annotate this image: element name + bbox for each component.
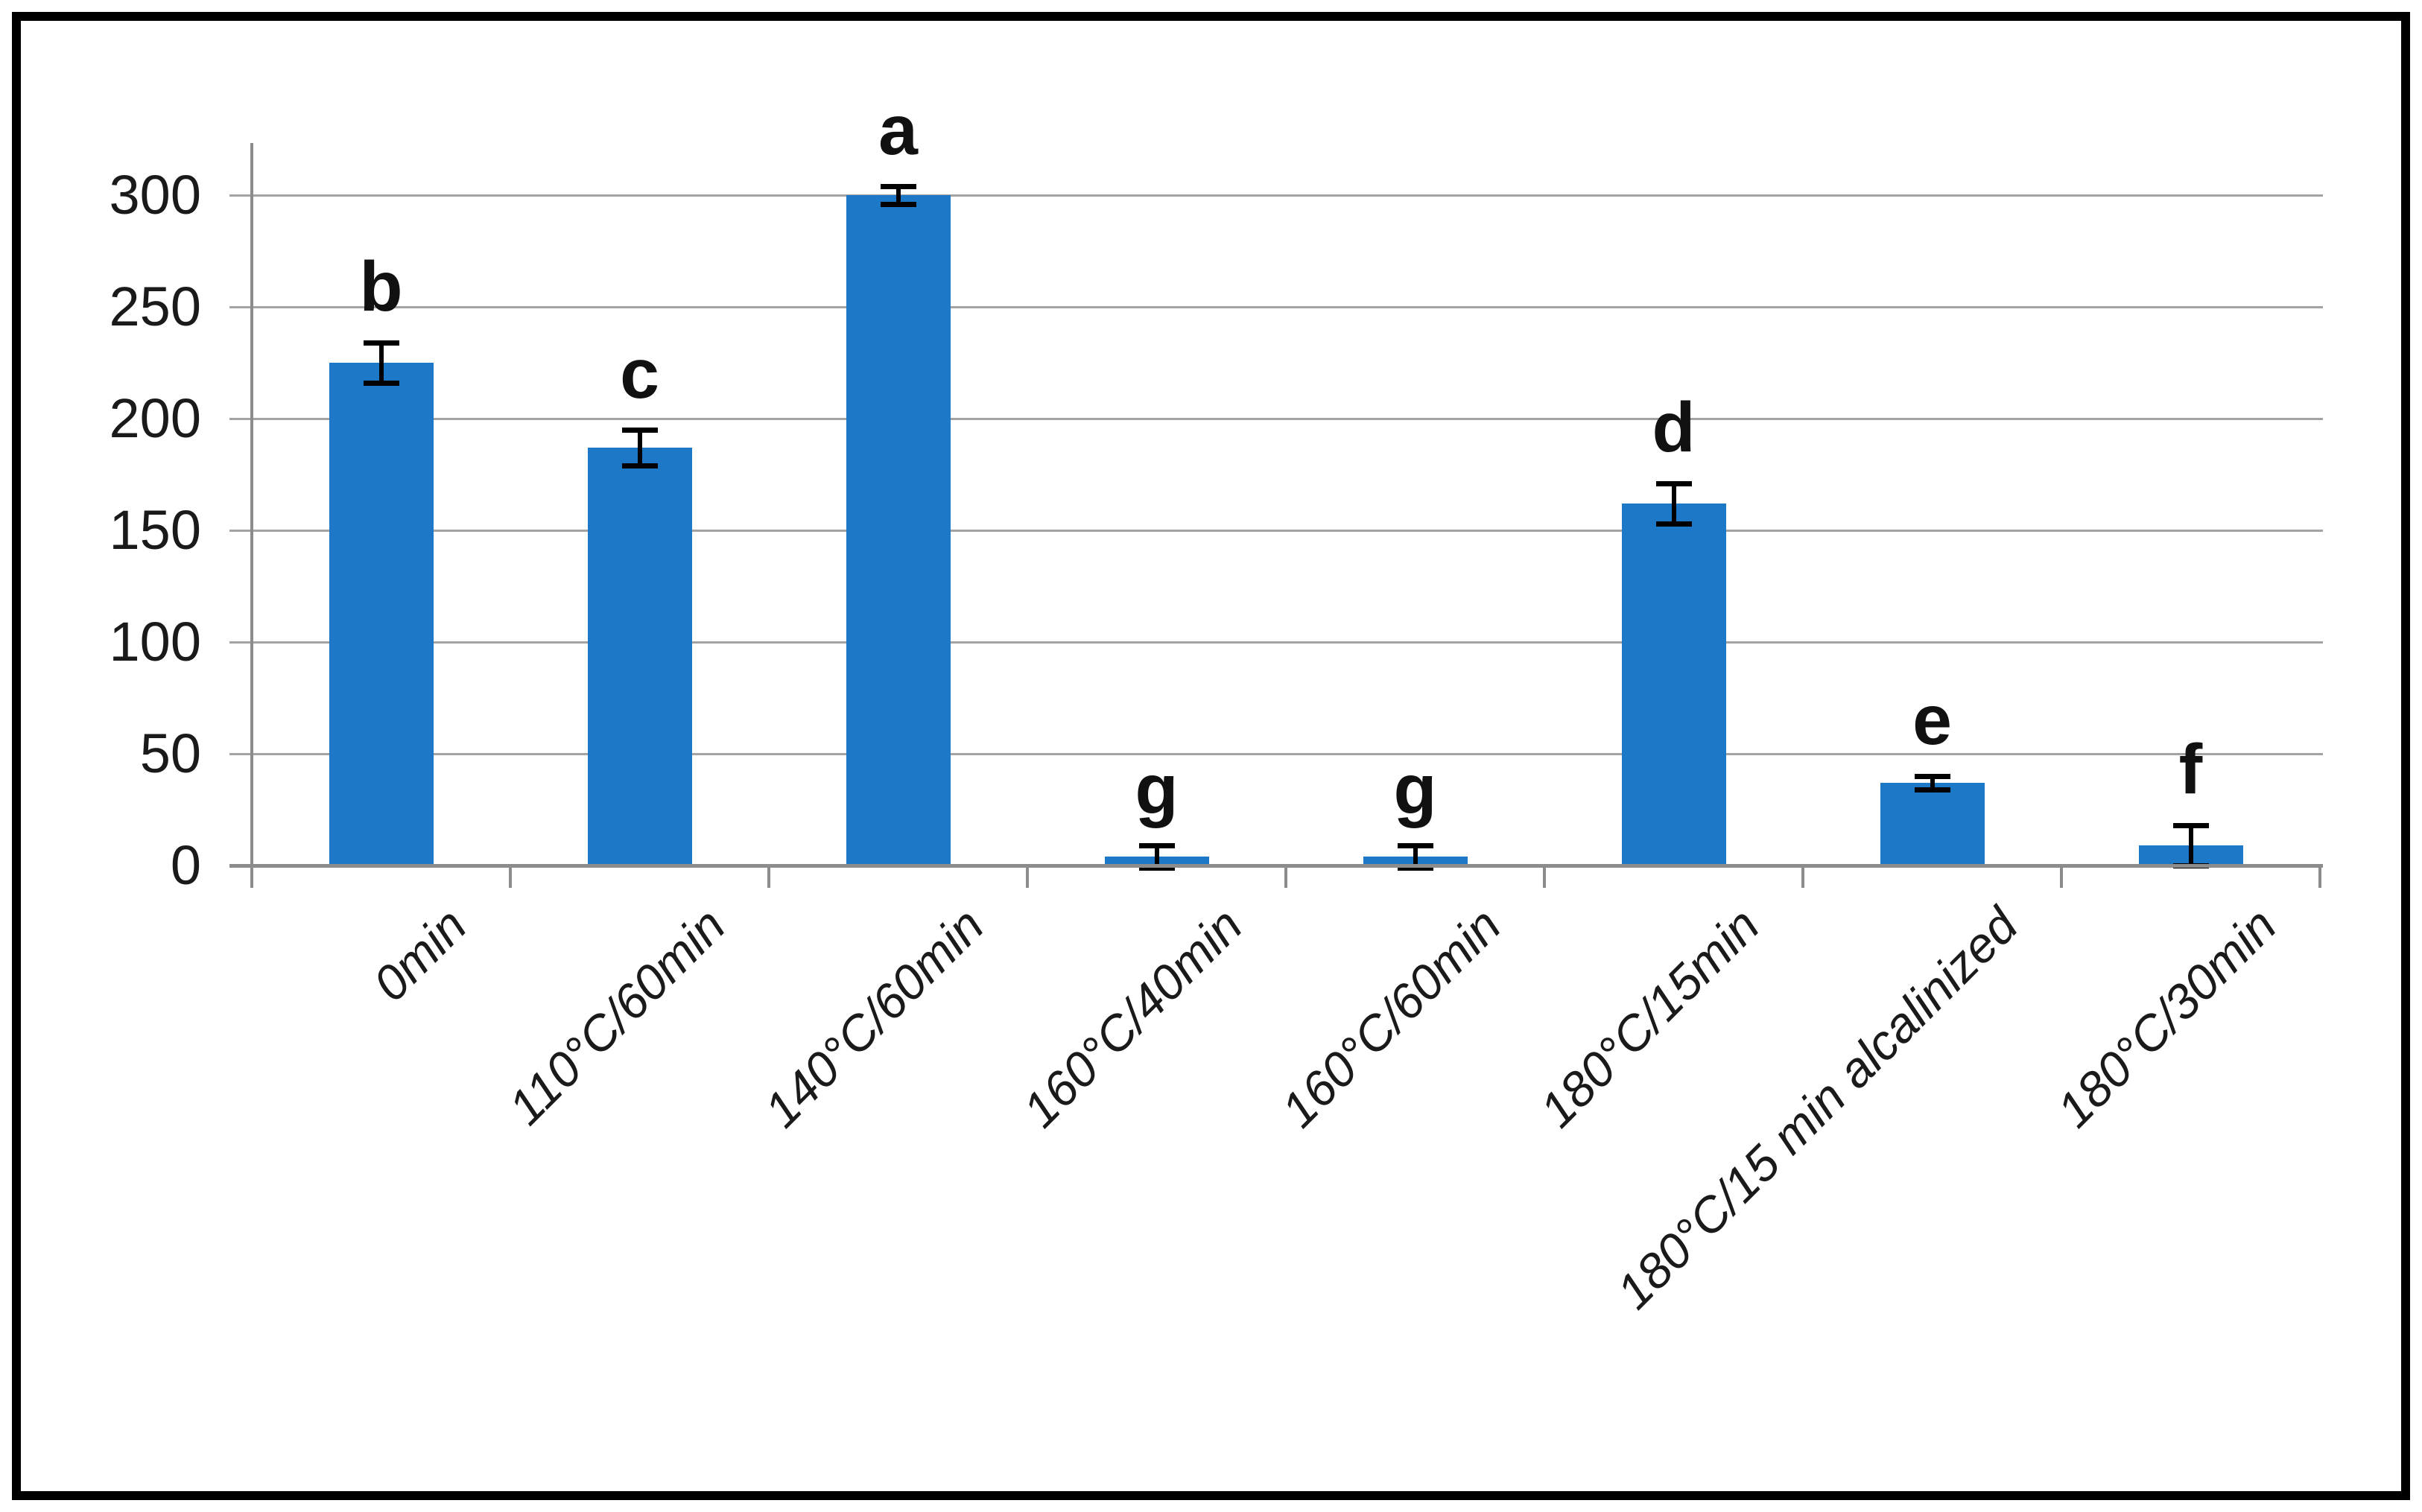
y-gridline xyxy=(229,418,2323,420)
error-bar-cap-top xyxy=(621,428,658,433)
y-gridline xyxy=(229,753,2323,755)
bar-significance-letter: c xyxy=(620,334,659,414)
bar-significance-letter: b xyxy=(359,247,403,327)
error-bar-cap-top xyxy=(1914,774,1950,779)
error-bar-line xyxy=(895,186,901,204)
x-axis-tick xyxy=(509,865,512,888)
error-bar-line xyxy=(2188,825,2193,865)
bar xyxy=(587,448,692,865)
bar-significance-letter: a xyxy=(878,91,918,171)
x-axis-tick xyxy=(250,865,253,888)
x-axis-tick xyxy=(767,865,770,888)
bar xyxy=(329,363,434,865)
x-axis-category-label: 0min xyxy=(362,897,478,1012)
x-axis-tick xyxy=(1543,865,1546,888)
bar xyxy=(1621,504,1726,865)
x-axis-category-label: 180°C/15min xyxy=(1529,897,1770,1138)
y-gridline xyxy=(229,530,2323,532)
error-bar-cap-bottom xyxy=(1655,521,1692,527)
error-bar-line xyxy=(1154,845,1159,868)
y-gridline xyxy=(229,306,2323,308)
y-axis-tick-label: 50 xyxy=(139,722,201,784)
bar-significance-letter: e xyxy=(1912,681,1952,760)
x-axis-tick xyxy=(2318,865,2321,888)
x-axis-category-label: 160°C/60min xyxy=(1270,897,1512,1138)
bar-significance-letter: d xyxy=(1652,388,1696,468)
error-bar-cap-top xyxy=(1138,843,1175,848)
error-bar-cap-top xyxy=(363,340,399,346)
error-bar-cap-top xyxy=(2172,823,2209,828)
error-bar-line xyxy=(1930,776,1935,790)
bar-significance-letter: f xyxy=(2178,730,2203,810)
error-bar-cap-bottom xyxy=(1138,865,1175,871)
y-axis-line xyxy=(250,143,253,888)
x-axis-line xyxy=(229,864,2323,868)
x-axis-category-label: 140°C/60min xyxy=(753,897,995,1138)
error-bar-cap-bottom xyxy=(1914,787,1950,792)
error-bar-cap-bottom xyxy=(1397,865,1433,871)
x-axis-category-label: 160°C/40min xyxy=(1012,897,1253,1138)
x-axis-tick xyxy=(1801,865,1804,888)
x-axis-tick xyxy=(1026,865,1029,888)
error-bar-cap-bottom xyxy=(363,381,399,386)
y-axis-tick-label: 0 xyxy=(170,834,201,896)
y-gridline xyxy=(229,194,2323,197)
bar-significance-letter: g xyxy=(1135,750,1179,830)
y-axis-tick-label: 250 xyxy=(109,276,201,337)
x-axis-category-label: 110°C/60min xyxy=(498,897,736,1135)
y-axis-tick-label: 300 xyxy=(109,164,201,226)
bar xyxy=(846,195,951,865)
error-bar-line xyxy=(378,343,384,383)
bar xyxy=(1880,783,1985,865)
error-bar-cap-top xyxy=(1397,843,1433,848)
bar-significance-letter: g xyxy=(1393,750,1437,830)
y-gridline xyxy=(229,641,2323,644)
error-bar-line xyxy=(1671,483,1676,524)
y-axis-tick-label: 100 xyxy=(109,611,201,673)
error-bar-cap-bottom xyxy=(621,463,658,468)
x-axis-tick xyxy=(2060,865,2063,888)
y-axis-tick-label: 200 xyxy=(109,387,201,449)
y-axis-tick-label: 150 xyxy=(109,499,201,561)
x-axis-tick xyxy=(1284,865,1287,888)
error-bar-line xyxy=(1413,845,1418,868)
error-bar-cap-top xyxy=(880,184,916,189)
error-bar-line xyxy=(637,430,642,466)
error-bar-cap-bottom xyxy=(880,202,916,207)
x-axis-category-label: 180°C/30min xyxy=(2046,897,2287,1138)
error-bar-cap-top xyxy=(1655,481,1692,486)
